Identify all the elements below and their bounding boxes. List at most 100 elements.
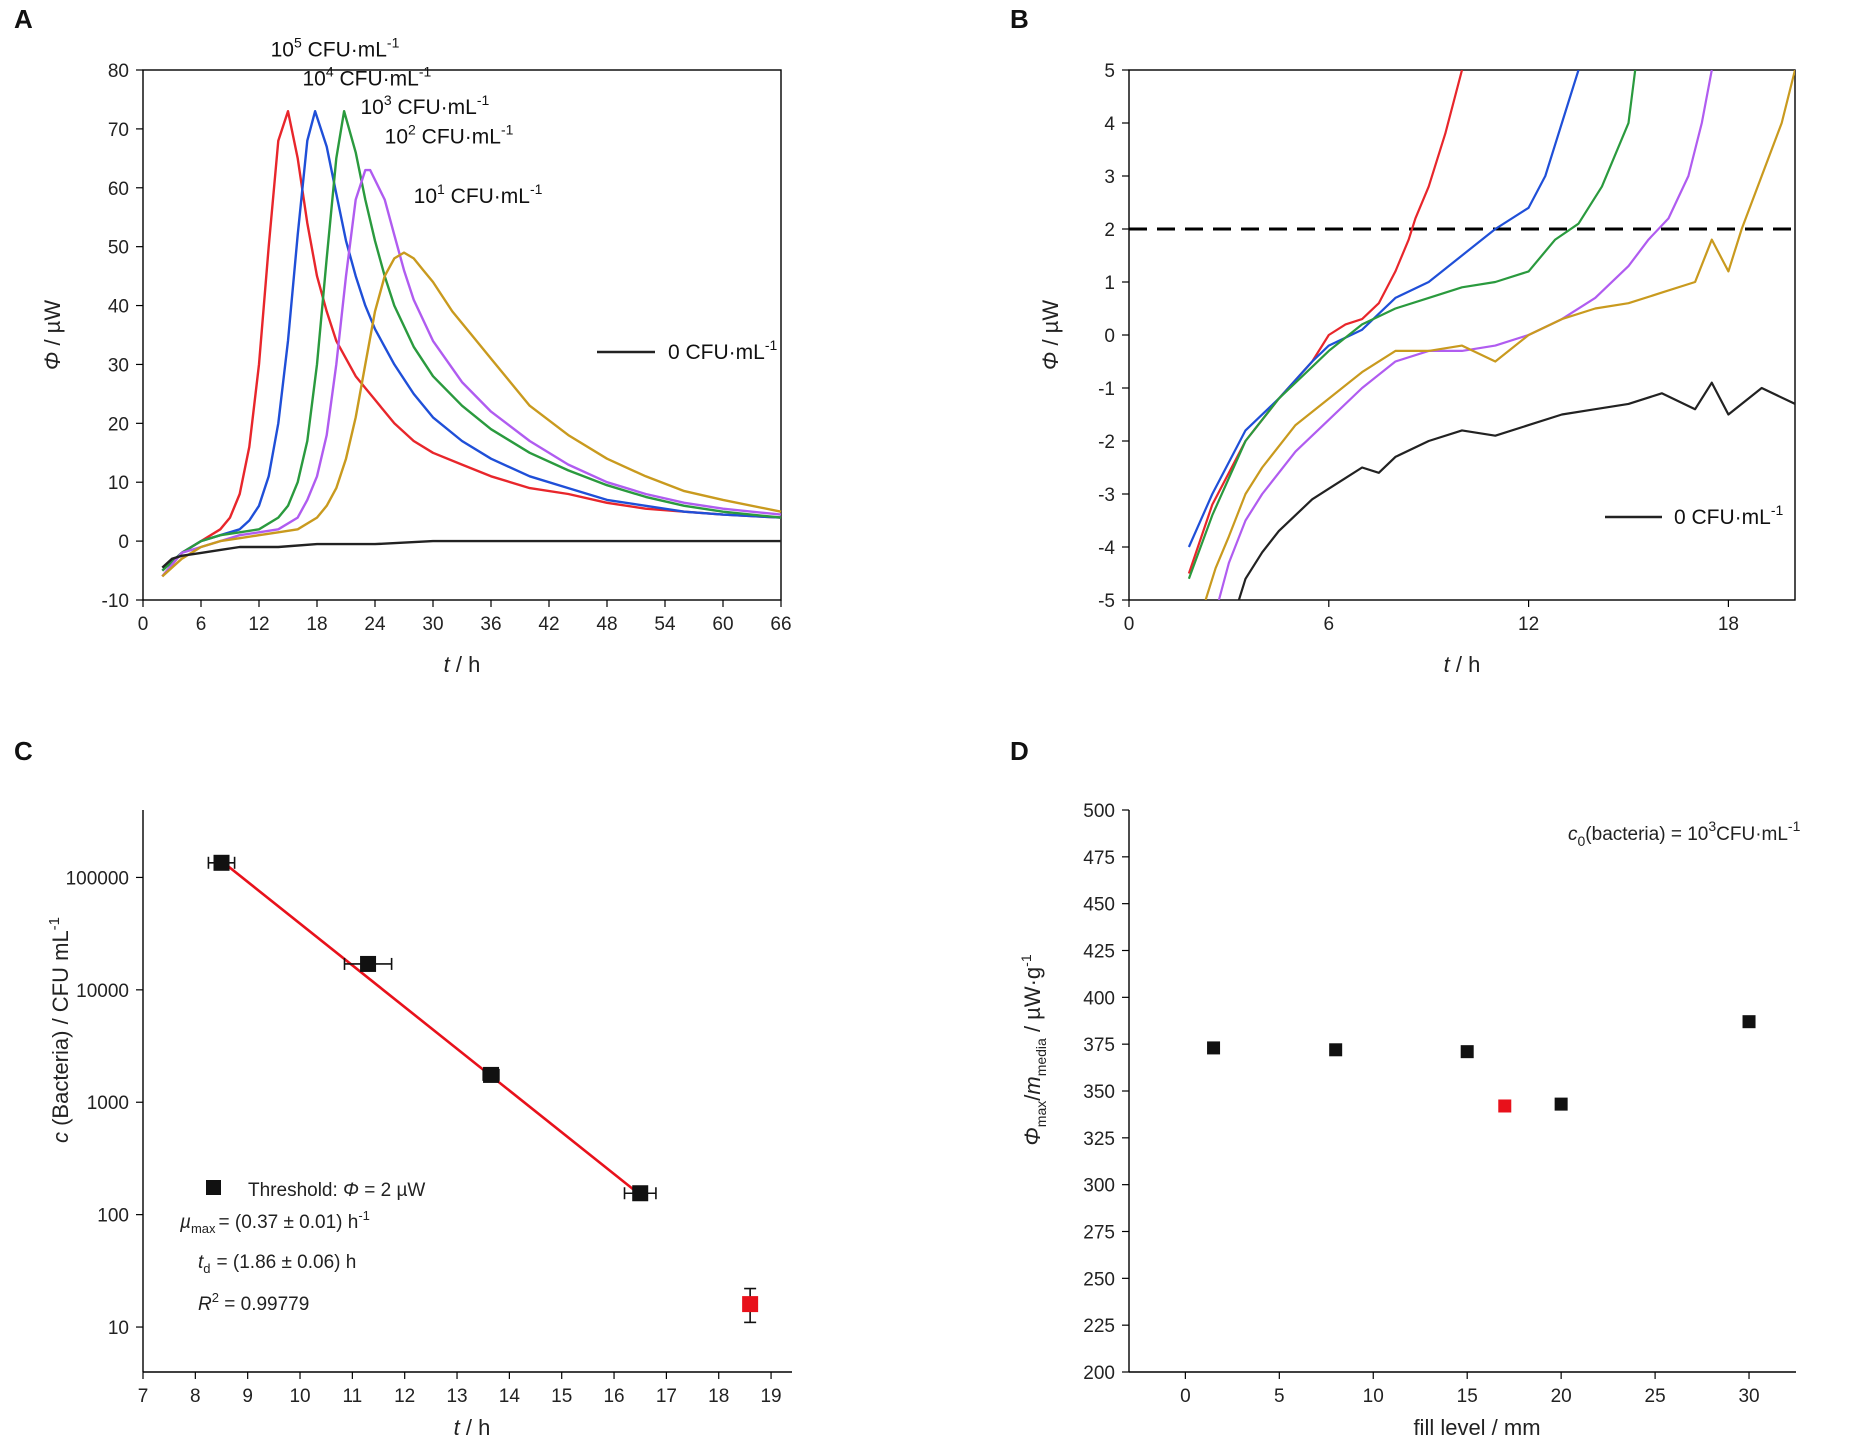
panel-d-ticks: 0 5 10 15 20 25 302002252502753003253503754004… bbox=[1083, 801, 1796, 1407]
panel-a-ytick-label: 30 bbox=[108, 355, 129, 376]
panel-a-curve-label-restexp: -1 bbox=[419, 63, 432, 79]
panel-b-series-line-2 bbox=[1187, 70, 1637, 580]
panel-c-ytick-label: 100 bbox=[97, 1206, 129, 1227]
panel-a-legend-label-base: 0 CFU·mL bbox=[668, 341, 765, 364]
panel-d-ytick-label: 475 bbox=[1083, 848, 1115, 869]
panel-c-xlabel-unit: / h bbox=[460, 1415, 491, 1440]
panel-b-xlabel: t / h bbox=[1444, 652, 1481, 677]
panel-c-xlabel-t: t bbox=[454, 1415, 461, 1440]
panel-a-curve-label-base: 10 bbox=[414, 185, 437, 208]
panel-d-xtick-label: 15 bbox=[1457, 1386, 1478, 1407]
panel-label-c: C bbox=[14, 736, 33, 766]
panel-a-curve-label-0: 105 CFU·mL-1 bbox=[271, 34, 400, 61]
panel-c-r2-exp: 2 bbox=[212, 1290, 219, 1305]
panel-d-ylabel-exp: -1 bbox=[1018, 954, 1034, 967]
panel-d-ytick-label: 400 bbox=[1083, 988, 1115, 1009]
panel-d-ylabel-phi: Φ bbox=[1020, 1127, 1045, 1145]
panel-c-mu: µmax = (0.37 ± 0.01) h-1 bbox=[179, 1208, 370, 1236]
panel-d-ytick-label: 225 bbox=[1083, 1316, 1115, 1337]
panel-a-series-line-1 bbox=[161, 109, 782, 572]
panel-a-curve-label-restexp: -1 bbox=[477, 92, 490, 108]
panel-c-mu-symbol: µ bbox=[179, 1212, 191, 1233]
panel-a-curve-label-rest: CFU·mL bbox=[334, 67, 419, 90]
panel-a-ylabel: Φ / µW bbox=[40, 300, 65, 370]
panel-a-ticks: 0 6 12 18 24 30 36 42 48 54 60 66-10010203040506070… bbox=[102, 61, 792, 635]
panel-b-series-line-4 bbox=[1204, 70, 1795, 600]
panel-c-ytick-label: 10 bbox=[108, 1318, 129, 1339]
panel-a-curve-label-rest: CFU·mL bbox=[302, 38, 387, 61]
panel-c-legend-text: Threshold: Φ = 2 µW bbox=[248, 1180, 425, 1201]
panel-b-ytick-label: -1 bbox=[1098, 379, 1115, 400]
panel-b-series-line-3 bbox=[1217, 70, 1713, 600]
panel-a-xlabel-t: t bbox=[444, 652, 451, 677]
panel-c: 7 8 9 10 11 12 13 14 15 16 17 18 19 10 100 1000 10000 100… bbox=[46, 810, 792, 1440]
panel-d-ytick-label: 450 bbox=[1083, 895, 1115, 916]
panel-c-xtick-label: 14 bbox=[499, 1386, 521, 1407]
panel-a-curve-label-base: 10 bbox=[303, 67, 326, 90]
panel-b-xtick-label: 18 bbox=[1718, 614, 1739, 635]
panel-d-ann-mid: (bacteria) = 10 bbox=[1585, 824, 1708, 845]
panel-b-legend-label-exp: -1 bbox=[1771, 502, 1784, 518]
panel-a-curve-label-3: 102 CFU·mL-1 bbox=[385, 122, 514, 149]
panel-a-xtick-label: 18 bbox=[306, 614, 327, 635]
panel-a-curve-label-base: 10 bbox=[271, 38, 294, 61]
panel-c-point-3 bbox=[632, 1185, 649, 1202]
panel-c-mu-exp: -1 bbox=[358, 1208, 370, 1223]
panel-d-point-2 bbox=[1460, 1045, 1474, 1059]
panel-c-xtick-label: 15 bbox=[551, 1386, 572, 1407]
panel-d-ann-unit: CFU·mL bbox=[1716, 824, 1788, 845]
panel-b-xtick-label: 6 bbox=[1324, 614, 1335, 635]
panel-b-ytick-label: 3 bbox=[1104, 167, 1115, 188]
panel-c-ylabel-exp: -1 bbox=[46, 917, 63, 930]
panel-d-point-5 bbox=[1742, 1015, 1756, 1029]
panel-a-xtick-label: 48 bbox=[596, 614, 617, 635]
panel-a-legend-label-exp: -1 bbox=[765, 337, 778, 353]
panel-d-ann-sub: 0 bbox=[1578, 833, 1586, 849]
panel-c-legend-phi: Φ bbox=[343, 1180, 359, 1201]
panel-a-series-line-2 bbox=[161, 109, 782, 572]
panel-a-curve-label-restexp: -1 bbox=[530, 181, 543, 197]
panel-d-annotation: c0(bacteria) = 103CFU·mL-1 bbox=[1568, 818, 1801, 849]
panel-c-xtick-label: 18 bbox=[708, 1386, 729, 1407]
panel-a-curve-label-exp: 2 bbox=[408, 122, 416, 138]
panel-c-xlabel: t / h bbox=[454, 1415, 491, 1440]
panel-a-curve-label-1: 104 CFU·mL-1 bbox=[303, 63, 432, 90]
panel-c-point-1 bbox=[360, 955, 377, 972]
panel-b-xtick-label: 0 bbox=[1124, 614, 1135, 635]
panel-a-ylabel-phi: Φ bbox=[40, 352, 65, 370]
panel-d-xtick-label: 10 bbox=[1363, 1386, 1384, 1407]
panel-a-xtick-label: 24 bbox=[364, 614, 386, 635]
panel-c-xtick-label: 12 bbox=[394, 1386, 415, 1407]
panel-d-ytick-label: 250 bbox=[1083, 1269, 1115, 1290]
panel-d-ytick-label: 425 bbox=[1083, 942, 1115, 963]
panel-a-series-line-3 bbox=[161, 168, 782, 578]
panel-a-series bbox=[161, 109, 782, 578]
panel-a-xtick-label: 36 bbox=[480, 614, 501, 635]
panel-c-r2: R2 = 0.99779 bbox=[198, 1290, 309, 1315]
panel-c-ylabel: c (Bacteria) / CFU mL-1 bbox=[46, 917, 73, 1143]
panel-d: 0 5 10 15 20 25 302002252502753003253503754004… bbox=[1018, 801, 1801, 1440]
panel-b-series bbox=[1129, 70, 1795, 600]
panel-c-td-sub: d bbox=[203, 1261, 210, 1276]
panel-c-mu-sub: max bbox=[191, 1221, 216, 1236]
panel-a-xlabel-unit: / h bbox=[450, 652, 481, 677]
panel-c-xtick-label: 9 bbox=[242, 1386, 253, 1407]
panel-d-xtick-label: 5 bbox=[1274, 1386, 1285, 1407]
panel-b-legend: 0 CFU·mL-1 bbox=[1605, 502, 1784, 529]
panel-c-fit-line bbox=[220, 859, 642, 1196]
panel-c-xtick-label: 7 bbox=[138, 1386, 149, 1407]
panel-c-xtick-label: 16 bbox=[603, 1386, 624, 1407]
panel-a-curve-label-base: 10 bbox=[361, 96, 384, 119]
panel-c-legend-rest: = 2 µW bbox=[359, 1180, 425, 1201]
panel-b-ytick-label: -5 bbox=[1098, 591, 1115, 612]
panel-a-ytick-label: 20 bbox=[108, 414, 129, 435]
panel-d-ylabel-unit: / µW·g bbox=[1020, 967, 1045, 1038]
panel-c-xtick-label: 17 bbox=[656, 1386, 677, 1407]
panel-a: 0 6 12 18 24 30 36 42 48 54 60 66-10010203040506070… bbox=[40, 34, 792, 677]
panel-a-curve-label-exp: 1 bbox=[437, 181, 445, 197]
panel-a-ytick-label: -10 bbox=[102, 591, 129, 612]
panel-c-ylabel-c: c bbox=[48, 1132, 73, 1143]
panel-a-curve-label-rest: CFU·mL bbox=[445, 185, 530, 208]
